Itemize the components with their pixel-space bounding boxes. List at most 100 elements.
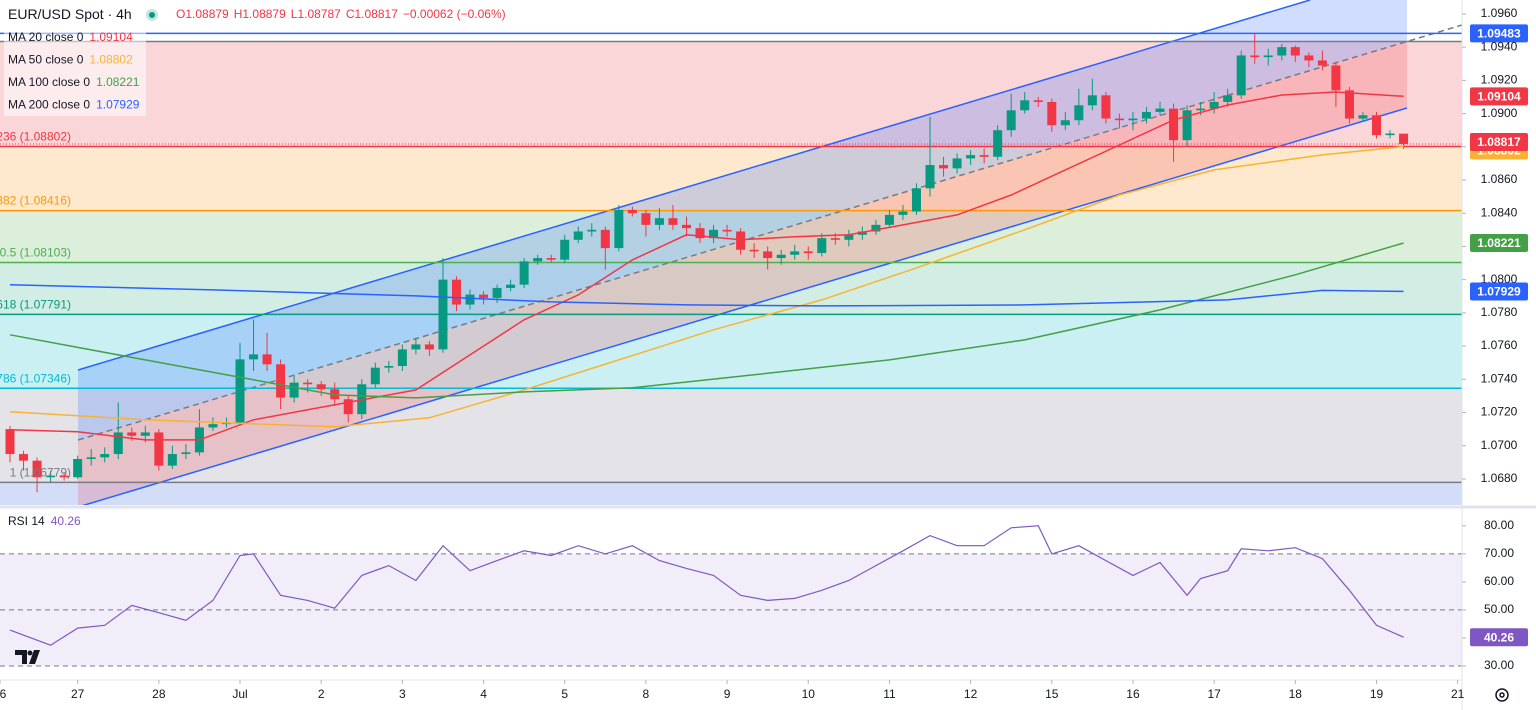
candle-body (681, 224, 691, 229)
candle-body (898, 211, 908, 215)
rsi-value: 40.26 (51, 514, 81, 528)
candle-body (979, 155, 989, 157)
rsi-tick-label: 70.00 (1484, 546, 1514, 560)
settings-icon[interactable] (1495, 688, 1509, 702)
legend-name: MA 50 close 0 (8, 53, 84, 67)
candle-body (627, 209, 637, 214)
market-status-dot (149, 12, 155, 18)
channel-bottom (82, 107, 1408, 505)
candle-body (1358, 115, 1368, 119)
price-marker (1470, 282, 1528, 301)
candle-body (668, 218, 678, 225)
candle-body (249, 354, 259, 360)
candle-body (1020, 100, 1030, 111)
rsi-line (9, 525, 1404, 646)
x-tick-label: 6 (0, 687, 7, 701)
candle-body (100, 454, 110, 458)
candle-body (262, 354, 272, 365)
candle-body (884, 214, 894, 225)
candle-body (1209, 101, 1219, 109)
logo-dot (27, 650, 33, 656)
candle-body (235, 359, 245, 423)
candle-body (465, 294, 475, 305)
ma-line (9, 284, 1404, 307)
price-marker (1470, 132, 1528, 151)
legend-value: 1.08221 (96, 75, 140, 89)
ohlc-value: L1.08787 (291, 7, 341, 21)
candle-body (289, 382, 299, 398)
price-marker-label: 1.08221 (1477, 236, 1521, 250)
y-tick-label: 1.0740 (1481, 371, 1518, 385)
candle-body (1006, 110, 1016, 131)
ohlc-value: O1.08879 (176, 7, 229, 21)
candle-body (939, 165, 949, 169)
candle-body (208, 424, 218, 428)
candle-body (1141, 111, 1151, 119)
y-tick-label: 1.0840 (1481, 205, 1518, 219)
candle-body (1250, 55, 1260, 58)
candle-body (1101, 95, 1111, 119)
candle-body (641, 213, 651, 225)
x-tick-label: 3 (399, 687, 406, 701)
x-tick-label: 27 (71, 687, 85, 701)
candle-body (451, 279, 461, 305)
candle-body (695, 228, 705, 239)
candle-body (1155, 108, 1165, 112)
candle-body (1114, 118, 1124, 121)
x-tick-label: 21 (1451, 687, 1465, 701)
candle-body (397, 349, 407, 367)
candle-body (1290, 47, 1300, 56)
candle-body (167, 454, 177, 466)
y-tick-label: 1.0960 (1481, 6, 1518, 20)
candle-body (911, 188, 921, 212)
candle-body (1128, 118, 1138, 121)
x-tick-label: 16 (1126, 687, 1140, 701)
candle-body (479, 294, 489, 298)
x-tick-label: 9 (724, 687, 731, 701)
legend-name: MA 200 close 0 (8, 98, 90, 112)
candle-body (817, 238, 827, 254)
candle-body (1087, 95, 1097, 106)
channel-mid (77, 24, 1462, 441)
legend-entry: MA 20 close 0 1.09104 (8, 30, 133, 44)
y-tick-label: 1.0700 (1481, 438, 1518, 452)
x-tick-label: 19 (1370, 687, 1384, 701)
candle-body (506, 284, 516, 288)
legend-name: MA 20 close 0 (8, 30, 84, 44)
price-marker-label: 40.26 (1484, 630, 1514, 644)
price-marker-label: 1.09104 (1477, 89, 1521, 103)
y-tick-label: 1.0720 (1481, 405, 1518, 419)
candle-body (1074, 105, 1084, 121)
x-tick-label: 2 (318, 687, 325, 701)
candle-body (181, 452, 191, 455)
right-axis-bg (1462, 0, 1536, 710)
price-marker-label: 1.09483 (1477, 27, 1521, 41)
legend-value: 1.09104 (89, 30, 133, 44)
candle-body (709, 229, 719, 239)
rsi-tick-label: 50.00 (1484, 602, 1514, 616)
x-tick-label: 5 (561, 687, 568, 701)
ma-line (9, 145, 1404, 428)
candle-body (370, 367, 380, 385)
price-marker (1470, 233, 1528, 252)
moving-averages (9, 91, 1404, 441)
rsi-tick-label: 30.00 (1484, 658, 1514, 672)
candle-body (411, 344, 421, 350)
gear-ring[interactable] (1495, 688, 1509, 702)
candle-body (86, 457, 96, 460)
candle-body (871, 224, 881, 232)
candle-body (1371, 115, 1381, 136)
candle-body (1169, 108, 1179, 141)
price-marker (1470, 628, 1528, 647)
rsi-tick-label: 80.00 (1484, 518, 1514, 532)
fib-label: 0.618 (1.07791) (0, 298, 71, 312)
gear-hub[interactable] (1499, 692, 1505, 698)
candle-body (533, 258, 543, 262)
candle-body (32, 460, 42, 478)
candle-body (803, 251, 813, 254)
candle-body (1033, 100, 1043, 102)
candle-body (736, 231, 746, 250)
candle-body (560, 239, 570, 260)
candle-body (790, 251, 800, 255)
